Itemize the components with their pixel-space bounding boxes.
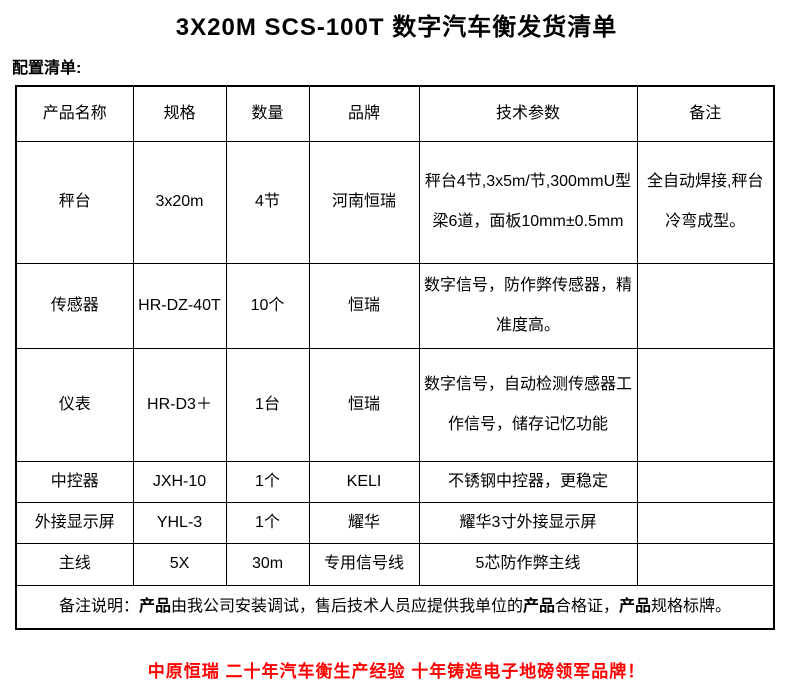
cell-product-name: 外接显示屏 xyxy=(15,501,134,544)
cell-tech-params: 秤台4节,3x5m/节,300mmU型梁6道，面板10mm±0.5mm xyxy=(418,140,638,264)
cell-remarks xyxy=(636,347,775,462)
cell-product-name: 主线 xyxy=(15,542,134,586)
cell-tech-params: 5芯防作弊主线 xyxy=(418,542,638,586)
cell-quantity: 4节 xyxy=(225,140,310,264)
column-header-remarks: 备注 xyxy=(636,85,775,142)
table-row: 传感器 HR-DZ-40T 10个 恒瑞 数字信号，防作弊传感器，精准度高。 xyxy=(15,262,775,349)
column-header-product-name: 产品名称 xyxy=(15,85,134,142)
cell-quantity: 1个 xyxy=(225,501,310,544)
cell-brand: 耀华 xyxy=(308,501,420,544)
cell-spec: YHL-3 xyxy=(132,501,227,544)
cell-spec: HR-D3＋ xyxy=(132,347,227,462)
footnote-segment: 合格证， xyxy=(555,597,620,615)
cell-spec: JXH-10 xyxy=(132,460,227,503)
cell-tech-params: 耀华3寸外接显示屏 xyxy=(418,501,638,544)
cell-spec: 5X xyxy=(132,542,227,586)
cell-tech-params: 数字信号，自动检测传感器工作信号，储存记忆功能 xyxy=(418,347,638,462)
cell-brand: 专用信号线 xyxy=(308,542,420,586)
footnote-segment: 产品 xyxy=(619,597,652,615)
cell-brand: 恒瑞 xyxy=(308,262,420,349)
cell-brand: KELI xyxy=(308,460,420,503)
cell-quantity: 10个 xyxy=(225,262,310,349)
footnote-segment: 产品 xyxy=(138,597,171,615)
table-row: 外接显示屏 YHL-3 1个 耀华 耀华3寸外接显示屏 xyxy=(15,501,775,544)
cell-remarks xyxy=(636,501,775,544)
cell-brand: 恒瑞 xyxy=(308,347,420,462)
cell-remarks xyxy=(636,460,775,503)
shipping-list-table: 产品名称 规格 数量 品牌 技术参数 备注 秤台 3x20m 4节 河南恒瑞 秤… xyxy=(15,85,775,630)
cell-tech-params: 数字信号，防作弊传感器，精准度高。 xyxy=(418,262,638,349)
footer-slogan: 中原恒瑞 二十年汽车衡生产经验 十年铸造电子地磅领军品牌！ xyxy=(147,662,646,681)
section-label: 配置清单: xyxy=(12,60,82,77)
cell-spec: HR-DZ-40T xyxy=(132,262,227,349)
footnote-segment: 由我公司安装调试，售后技术人员应提供我单位的 xyxy=(170,597,523,615)
cell-product-name: 中控器 xyxy=(15,460,134,503)
table-row: 秤台 3x20m 4节 河南恒瑞 秤台4节,3x5m/节,300mmU型梁6道，… xyxy=(15,140,775,264)
cell-product-name: 仪表 xyxy=(15,347,134,462)
cell-spec: 3x20m xyxy=(132,140,227,264)
cell-tech-params: 不锈钢中控器，更稳定 xyxy=(418,460,638,503)
table-row: 仪表 HR-D3＋ 1台 恒瑞 数字信号，自动检测传感器工作信号，储存记忆功能 xyxy=(15,347,775,462)
cell-quantity: 1个 xyxy=(225,460,310,503)
cell-quantity: 1台 xyxy=(225,347,310,462)
cell-brand: 河南恒瑞 xyxy=(308,140,420,264)
table-footnote-row: 备注说明：产品由我公司安装调试，售后技术人员应提供我单位的产品合格证，产品规格标… xyxy=(15,584,775,630)
table-row: 主线 5X 30m 专用信号线 5芯防作弊主线 xyxy=(15,542,775,586)
column-header-quantity: 数量 xyxy=(225,85,310,142)
cell-remarks xyxy=(636,262,775,349)
column-header-tech-params: 技术参数 xyxy=(418,85,638,142)
cell-product-name: 秤台 xyxy=(15,140,134,264)
footnote-remarks-text: 备注说明：产品由我公司安装调试，售后技术人员应提供我单位的产品合格证，产品规格标… xyxy=(15,584,775,630)
footnote-segment: 产品 xyxy=(522,597,555,615)
cell-quantity: 30m xyxy=(225,542,310,586)
table-header-row: 产品名称 规格 数量 品牌 技术参数 备注 xyxy=(15,85,775,142)
column-header-spec: 规格 xyxy=(132,85,227,142)
footnote-segment: 规格标牌。 xyxy=(651,597,732,615)
cell-product-name: 传感器 xyxy=(15,262,134,349)
table-row: 中控器 JXH-10 1个 KELI 不锈钢中控器，更稳定 xyxy=(15,460,775,503)
page-title: 3X20M SCS-100T 数字汽车衡发货清单 xyxy=(175,14,618,41)
cell-remarks xyxy=(636,542,775,586)
footnote-segment: 备注说明： xyxy=(58,597,139,615)
column-header-brand: 品牌 xyxy=(308,85,420,142)
cell-remarks: 全自动焊接,秤台冷弯成型。 xyxy=(636,140,775,264)
